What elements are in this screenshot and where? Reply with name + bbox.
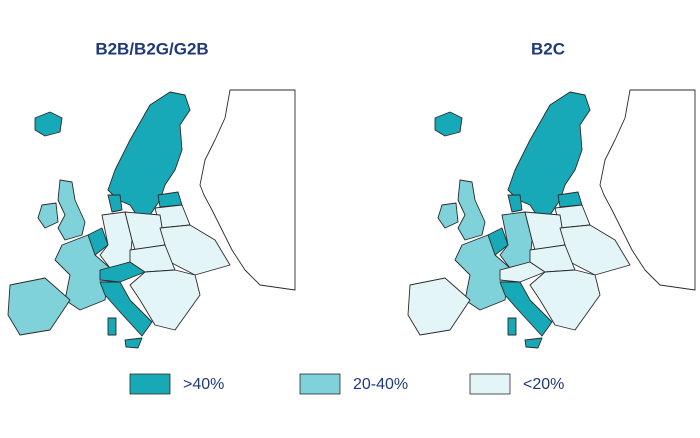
region — [457, 179, 486, 241]
legend-swatch — [129, 373, 171, 395]
region — [7, 277, 71, 336]
region — [529, 269, 601, 331]
legend-swatch — [299, 373, 341, 395]
region — [507, 317, 517, 336]
region — [107, 317, 117, 336]
region — [434, 111, 463, 137]
legend-label: 20-40% — [353, 376, 408, 393]
region — [499, 281, 553, 337]
region — [507, 194, 523, 213]
region — [454, 234, 511, 311]
region — [57, 179, 86, 241]
region — [34, 111, 63, 137]
region — [499, 261, 546, 283]
region — [99, 261, 146, 283]
region — [437, 202, 459, 229]
region — [199, 89, 296, 291]
region — [599, 89, 696, 291]
region — [157, 191, 183, 208]
map — [7, 89, 296, 349]
map — [407, 89, 696, 349]
legend-label: >40% — [183, 376, 224, 393]
region — [557, 191, 583, 208]
region — [129, 269, 201, 331]
region — [124, 337, 143, 349]
region — [54, 234, 111, 311]
legend-swatch — [469, 373, 511, 395]
region — [407, 277, 471, 336]
region — [99, 281, 153, 337]
region — [107, 194, 123, 213]
legend: >40% 20-40% <20% — [129, 373, 564, 395]
panel-title: B2C — [531, 39, 565, 58]
region — [524, 337, 543, 349]
panel-title: B2B/B2G/G2B — [95, 39, 208, 58]
legend-label: <20% — [523, 376, 564, 393]
region — [37, 202, 59, 229]
